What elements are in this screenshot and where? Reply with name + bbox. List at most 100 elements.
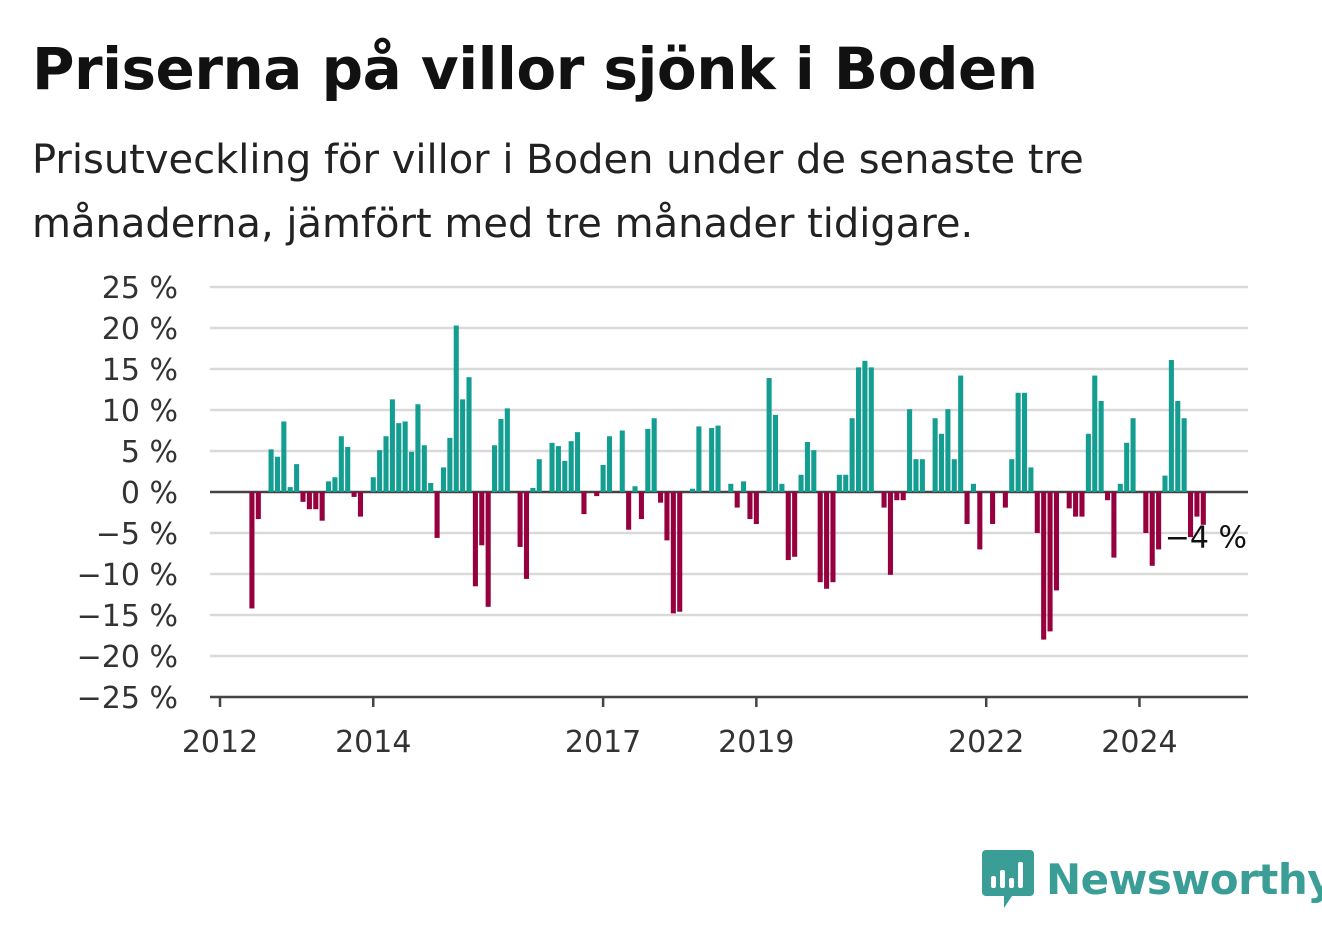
bar-positive bbox=[332, 477, 338, 492]
bar-positive bbox=[779, 483, 785, 492]
bar-negative bbox=[658, 492, 664, 503]
bar-chart: 25 % 20 % 15 % 10 % 5 % 0 % −5 % −10 % −15 % −20 … bbox=[77, 271, 1248, 760]
newsworthy-logo-icon bbox=[982, 850, 1034, 908]
bar-positive bbox=[1130, 418, 1136, 492]
bar-positive bbox=[536, 459, 542, 492]
y-tick-label: −25 % bbox=[77, 681, 178, 716]
bar-positive bbox=[1162, 475, 1168, 492]
bar-negative bbox=[1149, 492, 1155, 566]
bar-negative bbox=[753, 492, 759, 524]
x-tick-label: 2014 bbox=[335, 725, 411, 760]
bar-negative bbox=[664, 492, 670, 541]
bar-positive bbox=[970, 483, 976, 492]
bar-positive bbox=[958, 375, 964, 492]
bar-positive bbox=[1028, 467, 1034, 492]
x-tick-label: 2017 bbox=[565, 725, 641, 760]
bar-negative bbox=[306, 492, 312, 510]
bar-negative bbox=[817, 492, 823, 583]
bar-positive bbox=[562, 460, 568, 492]
bar-negative bbox=[900, 492, 906, 501]
y-tick-label: 10 % bbox=[102, 394, 178, 429]
bar-positive bbox=[919, 459, 925, 492]
bar-negative bbox=[300, 492, 306, 502]
bar-negative bbox=[792, 492, 798, 557]
bar-negative bbox=[1066, 492, 1072, 509]
bar-positive bbox=[1124, 442, 1130, 492]
bar-positive bbox=[645, 428, 651, 492]
bar-negative bbox=[894, 492, 900, 501]
bar-positive bbox=[1015, 392, 1021, 492]
bar-positive bbox=[383, 436, 389, 492]
bar-positive bbox=[326, 481, 332, 492]
bar-negative bbox=[887, 492, 893, 575]
bar-negative bbox=[677, 492, 683, 612]
bar-positive bbox=[907, 409, 913, 492]
bar-positive bbox=[345, 446, 351, 492]
bar-negative bbox=[747, 492, 753, 520]
y-tick-label: 0 % bbox=[121, 476, 178, 511]
chart-subtitle: Prisutveckling för villor i Boden under … bbox=[32, 137, 1084, 247]
bar-positive bbox=[440, 467, 447, 492]
bar-positive bbox=[798, 474, 804, 492]
bar-negative bbox=[1156, 492, 1162, 550]
bar-negative bbox=[824, 492, 830, 589]
bar-negative bbox=[313, 492, 319, 510]
x-tick-label: 2019 bbox=[718, 725, 794, 760]
bar-positive bbox=[466, 377, 472, 492]
bar-positive bbox=[274, 456, 281, 492]
y-axis: 25 % 20 % 15 % 10 % 5 % 0 % −5 % −10 % −15 % −20 … bbox=[77, 271, 178, 716]
bar-negative bbox=[319, 492, 325, 521]
x-tick-label: 2022 bbox=[948, 725, 1024, 760]
bar-negative bbox=[472, 492, 478, 587]
bar-positive bbox=[811, 450, 817, 492]
y-tick-label: −15 % bbox=[77, 599, 178, 634]
bar-positive bbox=[772, 414, 779, 492]
bar-positive bbox=[268, 449, 274, 492]
bar-positive bbox=[619, 430, 625, 492]
bar-positive bbox=[932, 418, 938, 492]
bar-negative bbox=[1041, 492, 1047, 640]
bar-negative bbox=[479, 492, 485, 546]
bar-negative bbox=[517, 492, 523, 547]
bar-negative bbox=[1047, 492, 1053, 632]
bar-negative bbox=[523, 492, 530, 579]
bar-negative bbox=[964, 492, 970, 524]
bar-negative bbox=[1187, 492, 1194, 538]
bar-positive bbox=[1021, 392, 1028, 492]
bar-positive bbox=[555, 446, 561, 492]
bar-negative bbox=[1111, 492, 1117, 558]
bar-negative bbox=[1002, 492, 1008, 508]
y-tick-label: 15 % bbox=[102, 353, 178, 388]
bar-positive bbox=[409, 451, 415, 492]
y-tick-label: −10 % bbox=[77, 558, 178, 593]
bar-negative bbox=[1200, 492, 1206, 525]
bar-positive bbox=[632, 486, 638, 492]
bar-positive bbox=[447, 437, 453, 492]
bar-positive bbox=[1098, 400, 1104, 492]
bar-positive bbox=[1092, 375, 1098, 492]
bar-negative bbox=[785, 492, 791, 561]
bar-negative bbox=[594, 492, 600, 497]
bar-positive bbox=[606, 436, 613, 492]
bar-positive bbox=[370, 477, 376, 492]
bar-positive bbox=[843, 474, 849, 492]
bar-negative bbox=[1194, 492, 1200, 517]
bar-positive bbox=[728, 483, 734, 492]
bar-positive bbox=[421, 445, 427, 492]
bar-positive bbox=[498, 419, 504, 492]
bar-positive bbox=[504, 408, 510, 492]
bar-positive bbox=[530, 487, 536, 492]
bar-negative bbox=[1053, 492, 1059, 591]
bar-positive bbox=[804, 441, 810, 492]
bar-negative bbox=[255, 492, 261, 520]
bar-positive bbox=[281, 421, 287, 492]
brand-logo: Newsworthy bbox=[982, 848, 1322, 910]
x-tick-label: 2024 bbox=[1101, 725, 1177, 760]
bar-positive bbox=[696, 426, 702, 492]
y-tick-label: −20 % bbox=[77, 640, 178, 675]
bar-positive bbox=[294, 464, 300, 492]
bar-positive bbox=[389, 399, 395, 492]
bar-positive bbox=[287, 487, 293, 492]
bar-negative bbox=[830, 492, 836, 583]
last-value-annotation: −4 % bbox=[1165, 520, 1247, 555]
